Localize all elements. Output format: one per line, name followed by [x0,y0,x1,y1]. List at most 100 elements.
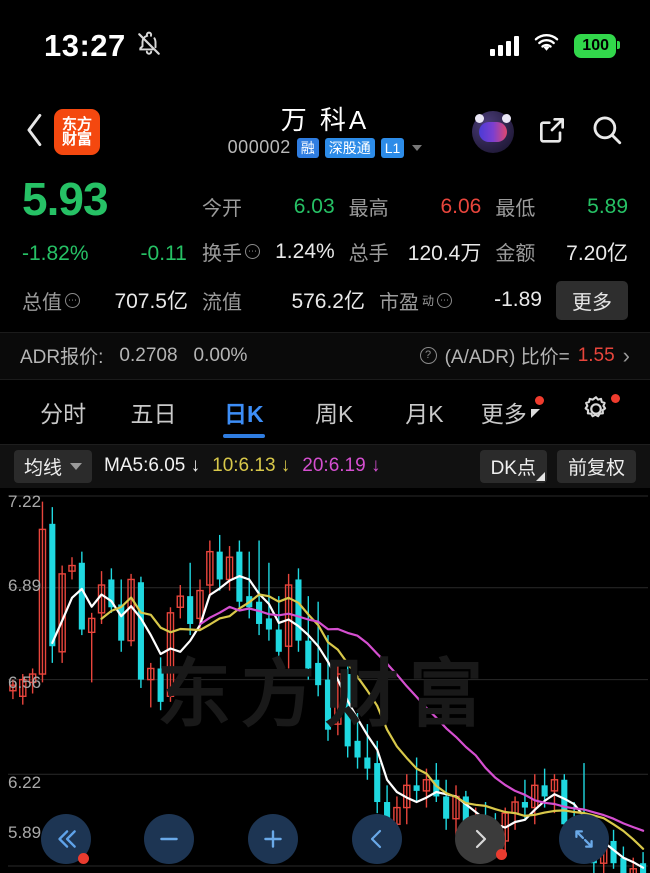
quote-line-1: 今开 6.03 最高 6.06 最低 5.89 [202,192,628,221]
fullscreen-button[interactable] [559,813,610,864]
dk-point-label: DK点 [490,457,536,479]
chart-toolbar [0,810,650,867]
change-absolute: -0.11 [140,242,187,266]
adr-label: ADR报价: [20,347,104,369]
quote-cells: 今开 6.03 最高 6.06 最低 5.89 [202,192,628,221]
ma-toolbar: 均线 MA5:6.05 ↓ 10:6.13 ↓ 20:6.19 ↓ DK点 前复… [0,443,650,488]
quote-panel: 5.93 今开 6.03 最高 6.06 最低 5.89 -1.82% -0 [0,172,650,320]
search-icon[interactable] [590,113,624,152]
back-button[interactable] [16,110,54,154]
zoom-out-button[interactable] [144,813,195,864]
tag-connect: 深股通 [324,137,375,158]
chart-settings-button[interactable] [560,380,632,444]
stat-volume: 总手 120.4万 [349,237,496,267]
stat-volume-label: 总手 [348,243,389,266]
mascot-face [479,122,507,142]
tab-weekly-k[interactable]: 周K [289,380,379,444]
stat-pe-sup: 动 [422,293,435,308]
stat-turnover-value: 1.24% [275,239,335,263]
stat-pe[interactable]: 市盈动 ⋯ -1.89 [379,286,556,315]
tab-label: 更多 [480,400,527,427]
stat-marketcap-text: 总值 [22,291,62,314]
quote-cells-2: 换手 ⋯ 1.24% 总手 120.4万 金额 7.20亿 [202,223,628,267]
chevron-left-icon [24,113,46,152]
adr-ratio-value: 1.55 [577,344,615,366]
tab-label: 月K [405,400,444,427]
stat-floatcap: 流值 576.2亿 [202,285,379,315]
stat-marketcap-value: 707.5亿 [114,290,188,314]
jump-start-button[interactable] [40,813,91,864]
info-icon[interactable]: ⋯ [65,292,80,308]
quote-second-row: -1.82% -0.11 换手 ⋯ 1.24% 总手 120.4万 金额 [22,223,628,267]
stat-open-value: 6.03 [293,194,335,218]
notification-dot [496,848,508,860]
adr-percent: 0.00% [193,344,248,366]
adr-ratio-label: (A/ADR) 比价= [444,347,570,369]
adjust-mode-label: 前复权 [567,457,625,479]
battery-indicator: 100 [574,34,620,58]
scroll-left-button[interactable] [351,813,402,864]
quote-line-3: 总值 ⋯ 707.5亿 流值 576.2亿 市盈动 ⋯ -1.89 更多 [22,280,628,320]
adr-right[interactable]: ? (A/ADR) 比价= 1.55 › [419,342,630,369]
mascot-horn-left [475,114,484,123]
nav-actions [472,111,624,153]
stat-marketcap-label: 总值 ⋯ [22,286,80,315]
stat-amount-label: 金额 [495,243,536,266]
share-external-link-icon[interactable] [536,114,568,151]
adr-bar[interactable]: ADR报价: 0.2708 0.00% ? (A/ADR) 比价= 1.55 › [0,331,650,380]
ma20-readout: 20:6.19 ↓ [302,455,381,477]
change-block: -1.82% -0.11 [22,242,202,266]
notification-dot [610,393,620,403]
chevron-right-icon[interactable]: › [622,342,630,368]
more-quote-button[interactable]: 更多 [556,280,628,320]
stat-turnover-text: 换手 [202,243,242,266]
indicator-selector[interactable]: 均线 [14,449,93,483]
scroll-right-button[interactable] [455,813,508,864]
indicator-selector-label: 均线 [24,457,63,479]
stat-marketcap[interactable]: 总值 ⋯ 707.5亿 [22,285,202,315]
adr-price: 0.2708 [119,344,178,366]
stat-turnover[interactable]: 换手 ⋯ 1.24% [202,237,349,266]
quote-line-2: 换手 ⋯ 1.24% 总手 120.4万 金额 7.20亿 [202,237,628,267]
chart-canvas[interactable] [0,488,650,873]
status-time: 13:27 [44,28,126,63]
tab-label: 日K [224,400,264,427]
chart-tabs: 分时 五日 日K 周K 月K 更多 [0,379,650,444]
tab-monthly-k[interactable]: 月K [379,380,469,444]
last-price: 5.93 [22,173,109,225]
tab-five-day[interactable]: 五日 [108,380,198,444]
notification-dot [534,395,544,405]
zoom-in-button[interactable] [248,813,299,864]
chevron-down-icon [70,462,83,470]
stock-meta: 000002 融 深股通 L1 [228,137,423,158]
stat-low-label: 最低 [495,198,536,220]
stat-amount-value: 7.20亿 [566,241,629,265]
stat-pe-label: 市盈动 ⋯ [379,286,453,315]
logo-line-2: 财富 [61,131,92,148]
info-icon[interactable]: ⋯ [437,292,453,308]
dk-point-button[interactable]: DK点 [479,449,547,483]
tab-fenshi[interactable]: 分时 [18,380,108,444]
tab-label: 五日 [130,400,177,427]
tab-label: 分时 [40,400,87,427]
triangle-expand-icon [530,409,549,419]
mascot-avatar-icon[interactable] [472,111,514,153]
y-axis-tick-4: 5.89 [8,823,42,842]
status-bar: 13:27 100 [0,0,650,92]
stat-floatcap-value: 576.2亿 [291,290,365,314]
notification-dot [77,852,89,864]
cellular-signal-icon [490,36,520,56]
stat-turnover-label: 换手 ⋯ [202,237,260,266]
info-icon[interactable]: ⋯ [245,244,260,260]
stat-open: 今开 6.03 [202,192,349,221]
stat-floatcap-label: 流值 [202,291,242,314]
question-mark-icon[interactable]: ? [419,347,437,365]
tab-daily-k[interactable]: 日K [199,380,289,444]
app-logo[interactable]: 东方 财富 [54,109,100,155]
gear-settings-icon [581,394,611,429]
stat-low-value: 5.89 [587,194,629,218]
stat-low: 最低 5.89 [495,192,628,221]
stat-high-label: 最高 [348,198,389,220]
adjust-mode-button[interactable]: 前复权 [556,449,636,483]
tab-more[interactable]: 更多 [470,380,560,444]
